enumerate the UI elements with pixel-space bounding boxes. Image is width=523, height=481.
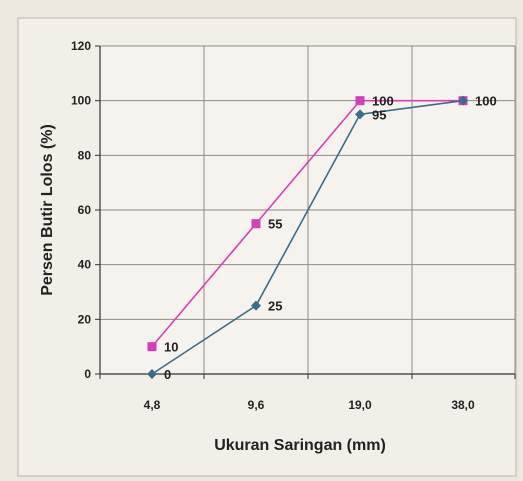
data-label: 10	[164, 340, 178, 355]
x-tick-label: 4,8	[144, 398, 161, 412]
diamond-marker	[251, 300, 261, 311]
data-label: 25	[268, 299, 282, 314]
axes	[95, 45, 516, 379]
square-marker	[147, 342, 157, 352]
series-line-1	[151, 99, 463, 348]
y-tick-label: 40	[78, 258, 92, 272]
diamond-marker	[147, 369, 157, 379]
y-tick-label: 60	[78, 203, 92, 217]
y-tick-label: 0	[84, 367, 91, 381]
square-marker	[251, 219, 261, 229]
series-group: 10 55 100 100 0 25 95	[147, 94, 497, 382]
y-tick-label: 100	[71, 94, 91, 108]
y-tick-label: 80	[78, 148, 92, 162]
y-axis-title: Persen Butir Lolos (%)	[39, 124, 56, 296]
x-tick-label: 9,6	[248, 398, 265, 412]
x-tick-labels: 4,8 9,6 19,0 38,0	[144, 398, 475, 412]
data-label: 95	[372, 107, 386, 122]
square-marker	[355, 96, 365, 106]
series-line-2	[151, 99, 464, 375]
x-tick-label: 19,0	[348, 398, 372, 412]
data-label: 0	[164, 367, 171, 382]
data-label: 55	[268, 217, 282, 232]
y-tick-label: 120	[71, 39, 91, 53]
data-label: 100	[475, 94, 497, 109]
y-tick-labels: 0 20 40 60 80 100 120	[71, 39, 91, 381]
diamond-marker	[458, 95, 468, 106]
x-axis-title: Ukuran Saringan (mm)	[214, 437, 386, 454]
x-tick-label: 38,0	[451, 398, 475, 412]
y-tick-label: 20	[78, 312, 92, 326]
data-label: 100	[372, 94, 394, 109]
diamond-marker	[355, 109, 365, 120]
